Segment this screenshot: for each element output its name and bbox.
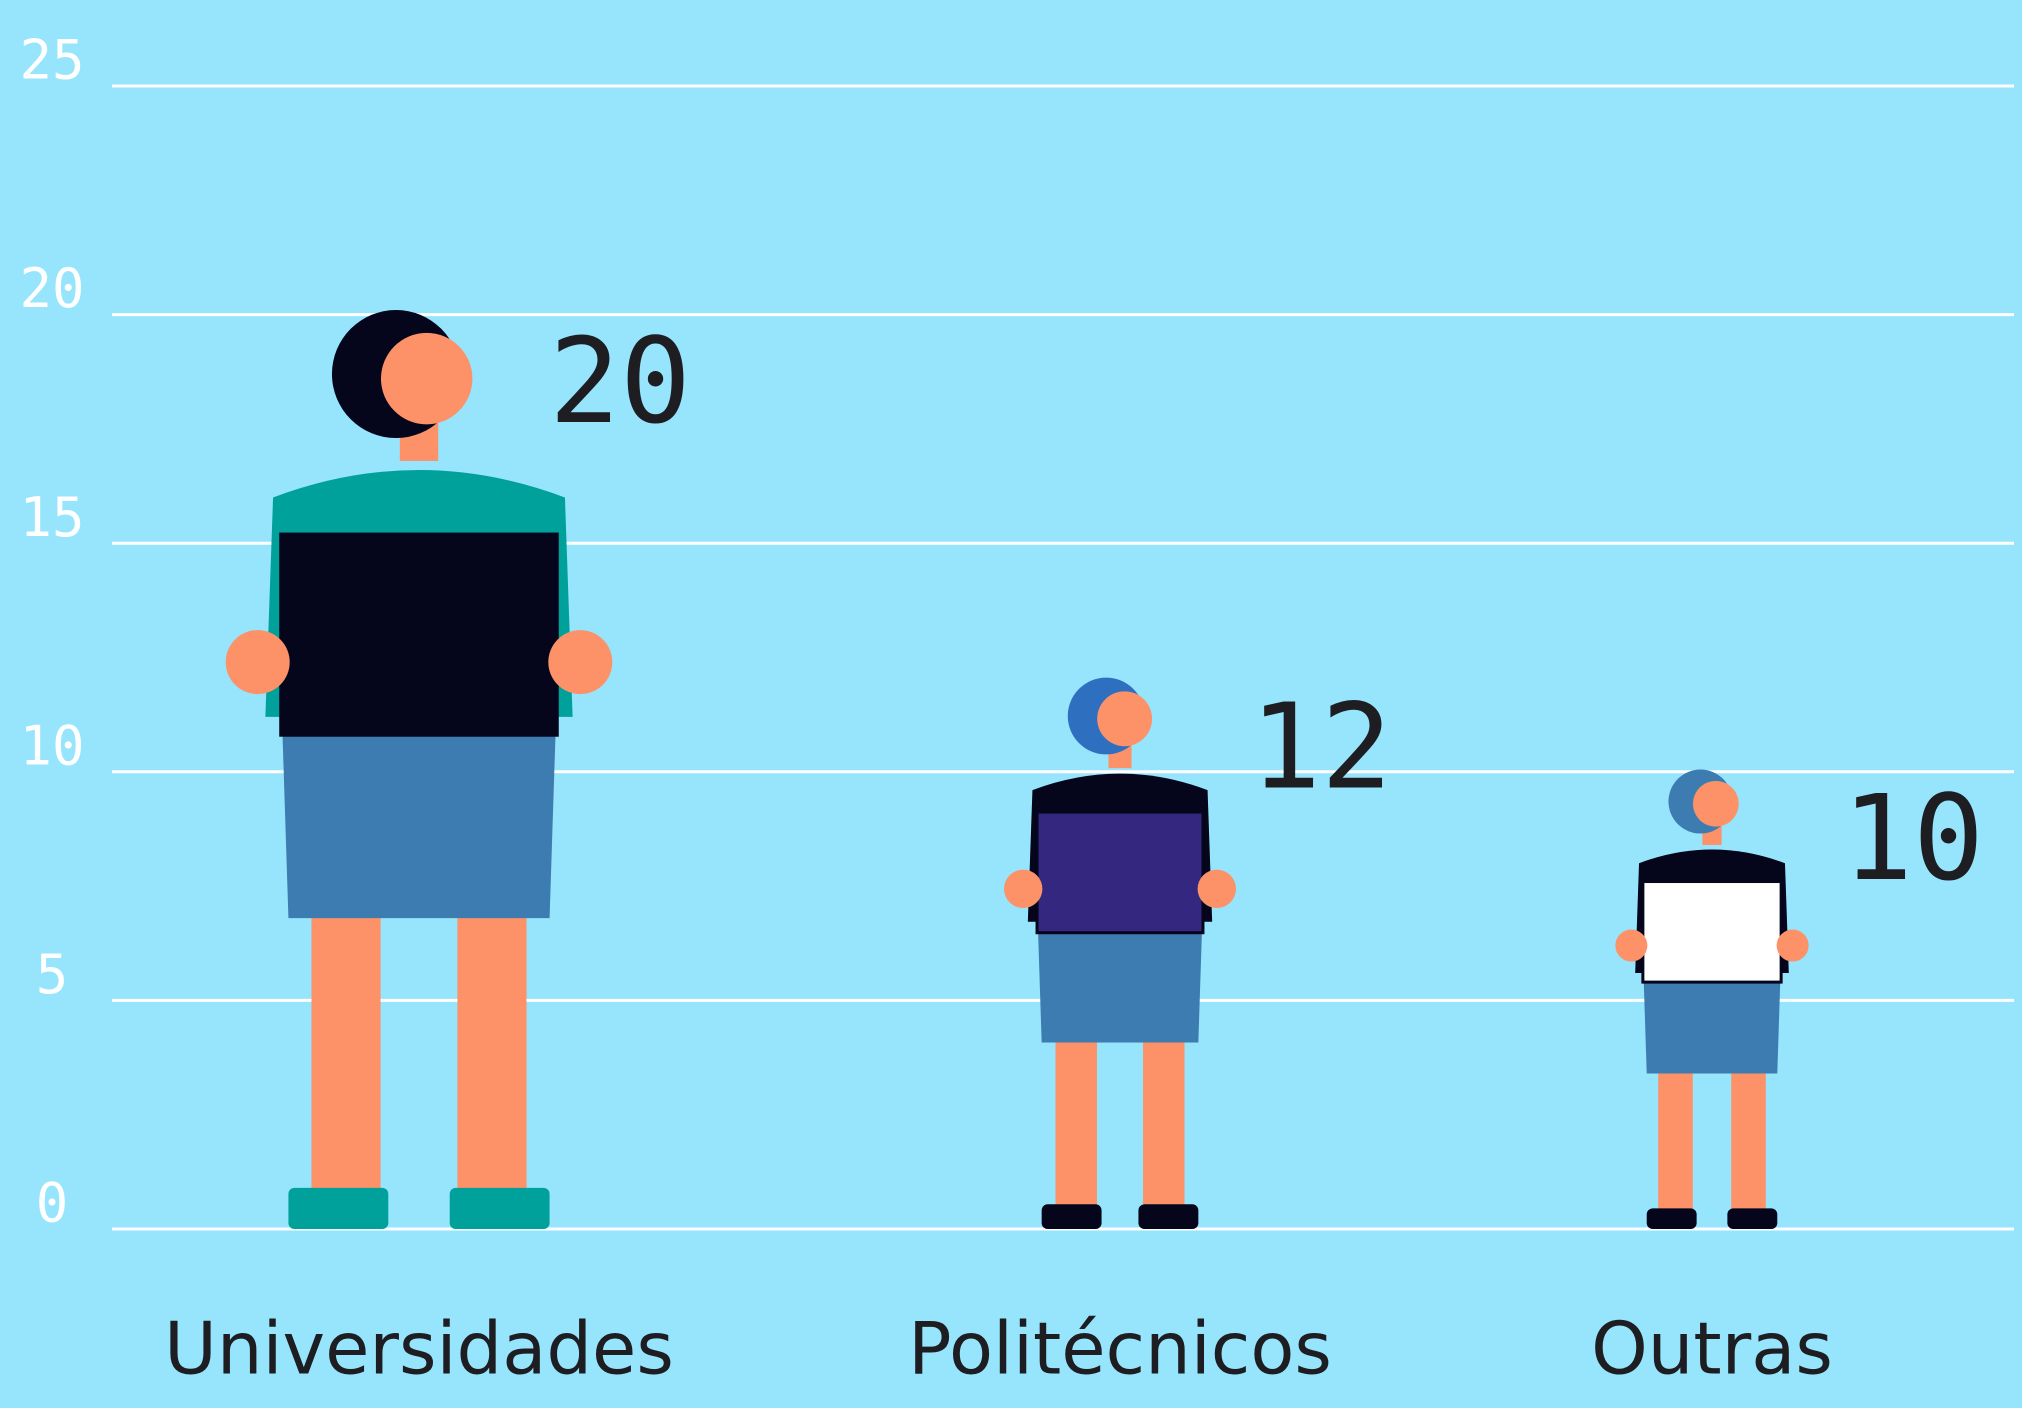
head <box>1692 780 1739 827</box>
head <box>380 332 473 425</box>
hand <box>548 630 613 695</box>
value-label: 10 <box>1842 769 1984 907</box>
y-tick-label: 20 <box>19 257 84 320</box>
leg <box>1055 1020 1097 1208</box>
person-figure <box>1004 677 1236 1229</box>
y-tick-label: 25 <box>19 29 84 92</box>
y-tick-label: 5 <box>36 943 69 1006</box>
y-tick-label: 0 <box>36 1172 69 1235</box>
x-tick-label: Universidades <box>164 1307 674 1391</box>
skirt <box>280 680 558 919</box>
hand <box>1615 929 1648 962</box>
skirt <box>1642 954 1782 1074</box>
leg <box>1731 1055 1766 1211</box>
leg <box>1658 1055 1693 1211</box>
leg <box>311 881 381 1193</box>
head <box>1097 691 1153 747</box>
hand <box>225 630 290 695</box>
skirt <box>1037 899 1203 1043</box>
leg <box>457 881 527 1193</box>
hand <box>1004 869 1043 909</box>
leg <box>1143 1020 1185 1208</box>
shoe <box>1138 1204 1199 1229</box>
held-object <box>279 532 559 737</box>
x-tick-label: Politécnicos <box>908 1307 1332 1391</box>
value-label: 12 <box>1250 678 1392 816</box>
person-figure <box>225 310 613 1229</box>
y-tick-label: 15 <box>19 486 84 549</box>
value-label: 20 <box>549 312 691 450</box>
hand <box>1776 929 1809 962</box>
shoe <box>1646 1208 1697 1229</box>
held-object <box>1035 810 1205 935</box>
shoe <box>1041 1204 1102 1229</box>
y-tick-label: 10 <box>19 714 84 777</box>
hand <box>1197 869 1236 909</box>
held-object <box>1641 880 1783 984</box>
x-tick-label: Outras <box>1591 1307 1833 1391</box>
shoe <box>1727 1208 1778 1229</box>
shoe <box>449 1187 550 1229</box>
shoe <box>288 1187 389 1229</box>
person-figure <box>1615 769 1809 1229</box>
